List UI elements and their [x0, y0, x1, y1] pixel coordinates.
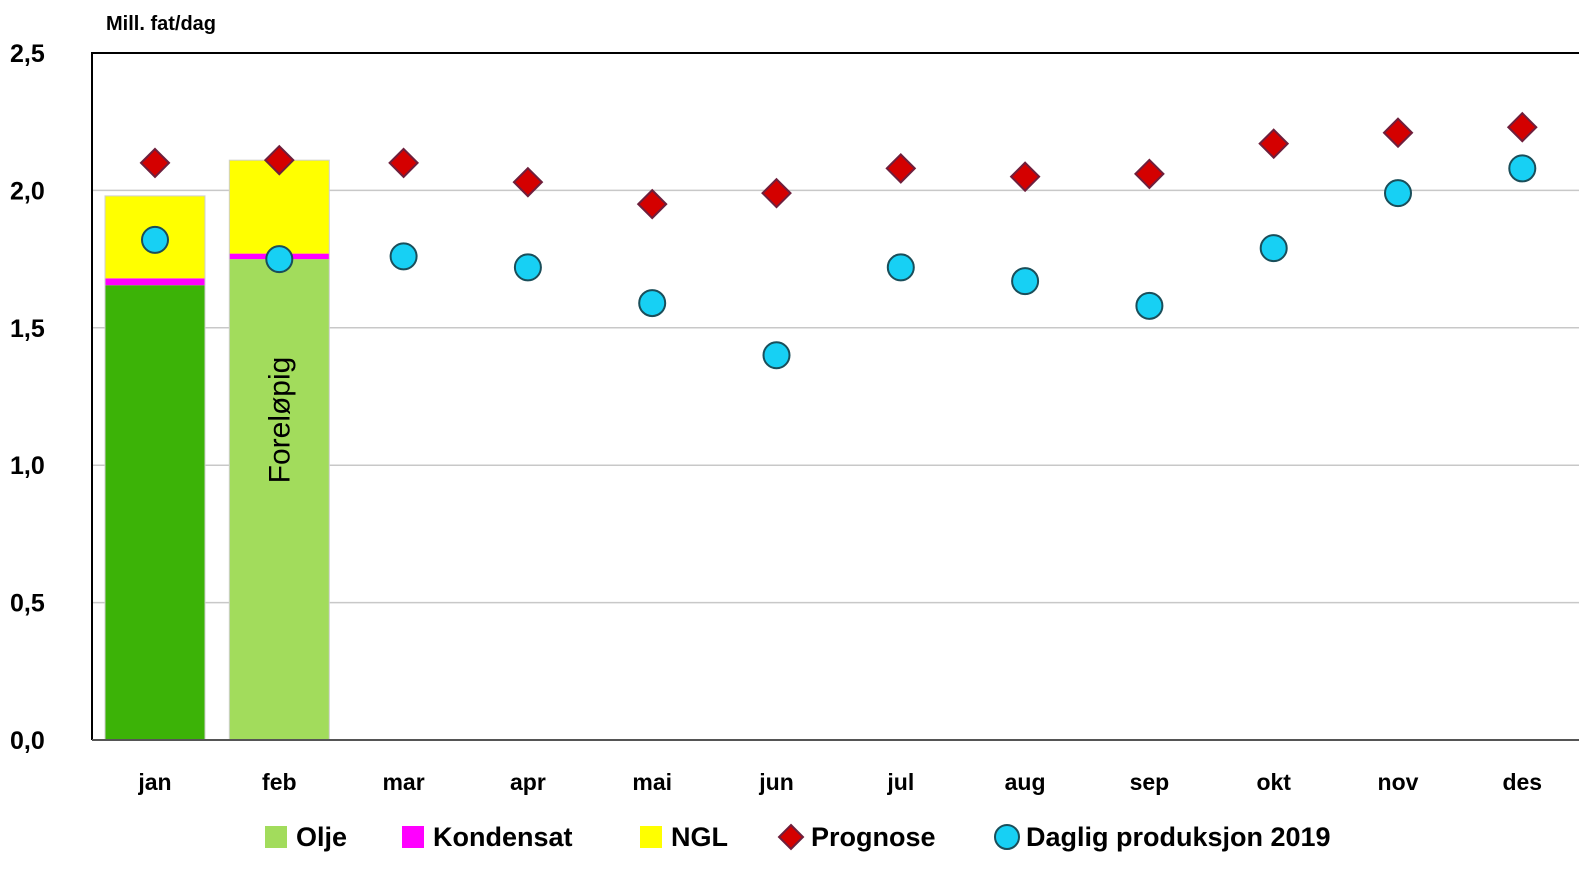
- legend: Olje Kondensat NGL Prognose Daglig produksjo…: [265, 822, 1331, 852]
- x-tick-label: mar: [382, 769, 424, 795]
- gridlines: [92, 189, 1579, 604]
- y-tick-labels: 0,0 0,5 1,0 1,5 2,0 2,5: [10, 40, 45, 755]
- legend-swatch: [777, 823, 805, 851]
- y-tick-label: 1,5: [10, 315, 45, 343]
- prognose-point-jan: [139, 147, 171, 179]
- bar-olje-jan: [105, 285, 205, 740]
- daglig-point-okt: [1259, 234, 1288, 263]
- x-tick-label: mai: [632, 769, 672, 795]
- y-tick-label: 0,0: [10, 727, 45, 755]
- daglig-point-jun: [762, 341, 791, 370]
- legend-label: Prognose: [811, 822, 936, 852]
- x-tick-label: jan: [137, 769, 171, 795]
- prognose-point-mai: [636, 188, 668, 220]
- prognose-point-apr: [512, 166, 544, 198]
- x-tick-label: apr: [510, 769, 546, 795]
- x-tick-label: jul: [886, 769, 914, 795]
- daglig-point-sep: [1135, 291, 1164, 320]
- prognose-point-des: [1506, 111, 1538, 143]
- legend-swatch: [640, 826, 662, 848]
- prognose-point-aug: [1009, 161, 1041, 193]
- prognose-point-nov: [1382, 117, 1414, 149]
- legend-label: NGL: [671, 822, 728, 852]
- y-tick-label: 2,5: [10, 40, 45, 68]
- bar-olje-feb: [229, 259, 330, 740]
- bar-annotation: Foreløpig: [263, 357, 296, 484]
- daglig-point-mar: [389, 242, 418, 271]
- prognose-point-feb: [263, 144, 295, 176]
- daglig-point-aug: [1011, 267, 1040, 296]
- daglig-point-jan: [141, 225, 169, 254]
- daglig-point-feb: [265, 245, 294, 274]
- bar-ngl-feb: [229, 160, 330, 254]
- daglig-point-des: [1508, 154, 1537, 183]
- x-tick-label: nov: [1378, 769, 1419, 795]
- prognose-point-jun: [761, 177, 792, 209]
- axes: [91, 52, 1579, 741]
- daglig-point-nov: [1384, 179, 1412, 208]
- stacked-bars: Foreløpig: [104, 159, 330, 741]
- legend-label: Daglig produksjon 2019: [1026, 822, 1331, 852]
- y-tick-label: 0,5: [10, 590, 45, 618]
- legend-swatch: [402, 826, 424, 848]
- x-tick-label: sep: [1130, 769, 1170, 795]
- x-tick-label: aug: [1005, 769, 1046, 795]
- y-tick-label: 2,0: [10, 177, 45, 205]
- x-tick-label: des: [1502, 769, 1542, 795]
- prognose-point-mar: [388, 147, 420, 179]
- legend-label: Kondensat: [433, 822, 573, 852]
- prognose-point-sep: [1133, 158, 1165, 190]
- y-tick-label: 1,0: [10, 452, 45, 480]
- daglig-point-mai: [638, 289, 667, 318]
- legend-swatch: [265, 826, 287, 848]
- x-tick-label: jun: [758, 769, 794, 795]
- x-tick-labels: jan feb mar apr mai jun jul aug sep okt nov des: [137, 769, 1542, 795]
- markers: [139, 111, 1538, 370]
- legend-swatch: [994, 824, 1020, 850]
- daglig-point-apr: [513, 253, 542, 282]
- y-axis-label: Mill. fat/dag: [106, 13, 216, 35]
- legend-label: Olje: [296, 822, 347, 852]
- plot-frame: [91, 52, 1579, 740]
- daglig-point-jul: [886, 253, 915, 282]
- bar-kondensat-jan: [105, 278, 205, 286]
- prognose-point-okt: [1258, 128, 1290, 160]
- x-tick-label: okt: [1256, 769, 1291, 795]
- prognose-point-jul: [885, 153, 917, 184]
- x-tick-label: feb: [262, 769, 297, 795]
